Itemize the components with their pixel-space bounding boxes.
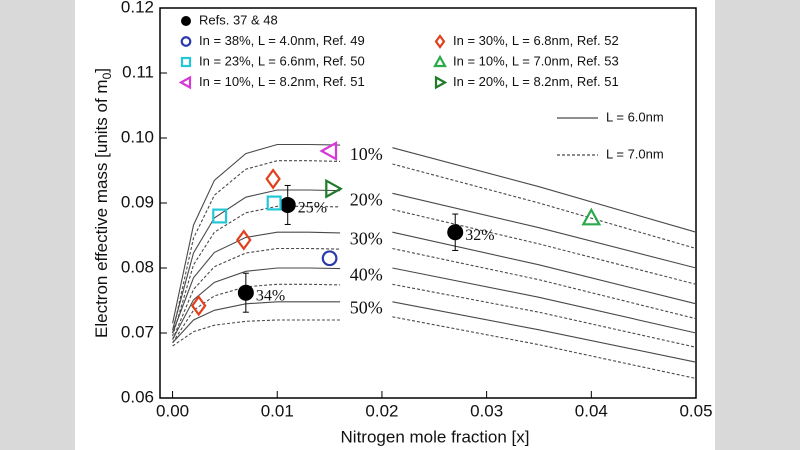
legend-label: L = 6.0nm — [606, 109, 664, 124]
legend-label: L = 7.0nm — [606, 146, 664, 161]
curve-label-bg — [341, 144, 392, 167]
marker — [581, 207, 602, 226]
y-tick-label: 0.08 — [121, 257, 154, 276]
legend-label: In = 30%, L = 6.8nm, Ref. 52 — [453, 33, 619, 48]
curve-label: 50% — [350, 297, 383, 317]
panel — [75, 0, 715, 450]
curve-label-bg — [341, 229, 392, 252]
marker — [279, 196, 296, 213]
legend-label: In = 20%, L = 8.2nm, Ref. 51 — [453, 74, 619, 89]
marker — [190, 295, 207, 317]
legend-marker — [180, 36, 192, 47]
curve — [172, 189, 697, 330]
curve-label-bg — [341, 265, 392, 288]
marker — [266, 195, 282, 211]
x-tick-label: 0.01 — [261, 401, 294, 420]
curve-label-bg — [341, 298, 392, 321]
y-axis-label-sub: 0 — [100, 72, 114, 79]
curve — [172, 205, 697, 337]
curve-label: 30% — [350, 229, 383, 249]
x-tick-label: 0.00 — [156, 401, 189, 420]
marker — [319, 141, 338, 161]
curve-label: 40% — [350, 264, 383, 284]
curve — [172, 316, 697, 380]
x-axis-label: Nitrogen mole fraction [x] — [341, 427, 530, 446]
x-tick-label: 0.03 — [470, 401, 503, 420]
point-label: 25% — [298, 200, 327, 217]
legend-marker — [433, 54, 447, 68]
curve-label-bg — [341, 190, 392, 213]
y-tick-label: 0.07 — [121, 322, 154, 341]
legend-marker — [178, 75, 192, 90]
marker — [325, 178, 343, 199]
y-axis-label: Electron effective mass [units of m0] — [92, 68, 114, 338]
marker — [235, 229, 252, 251]
legend-label: In = 10%, L = 8.2nm, Ref. 51 — [199, 74, 365, 89]
x-tick-label: 0.05 — [679, 401, 712, 420]
marker — [212, 208, 228, 224]
y-tick-label: 0.11 — [122, 62, 154, 81]
legend-marker — [181, 16, 191, 26]
y-tick-label: 0.10 — [121, 127, 154, 146]
y-axis-label-end: ] — [92, 68, 111, 73]
y-tick-label: 0.06 — [121, 387, 154, 406]
marker — [265, 168, 281, 190]
legend-marker — [434, 75, 448, 90]
point-label: 34% — [256, 287, 285, 304]
curve — [172, 160, 697, 334]
point-label: 32% — [465, 227, 494, 244]
legend-label: In = 38%, L = 4.0nm, Ref. 49 — [199, 33, 365, 48]
curve-label: 10% — [350, 144, 383, 164]
curve — [172, 267, 697, 340]
marker — [447, 224, 464, 241]
y-axis-label-main: Electron effective mass [units of m — [92, 79, 111, 338]
x-tick-label: 0.04 — [575, 401, 608, 420]
marker — [321, 250, 338, 267]
curve — [172, 231, 697, 334]
curve-label: 20% — [350, 190, 383, 210]
y-tick-label: 0.09 — [121, 192, 154, 211]
legend-label: Refs. 37 & 48 — [199, 12, 278, 27]
legend-marker — [180, 56, 192, 68]
legend-label: In = 10%, L = 7.0nm, Ref. 53 — [453, 53, 619, 68]
y-tick-label: 0.12 — [121, 0, 154, 16]
marker — [237, 284, 254, 301]
x-tick-label: 0.02 — [365, 401, 398, 420]
legend-label: In = 23%, L = 6.6nm, Ref. 50 — [199, 53, 365, 68]
curve — [172, 247, 697, 340]
legend-marker — [434, 34, 446, 49]
curve — [172, 143, 697, 324]
